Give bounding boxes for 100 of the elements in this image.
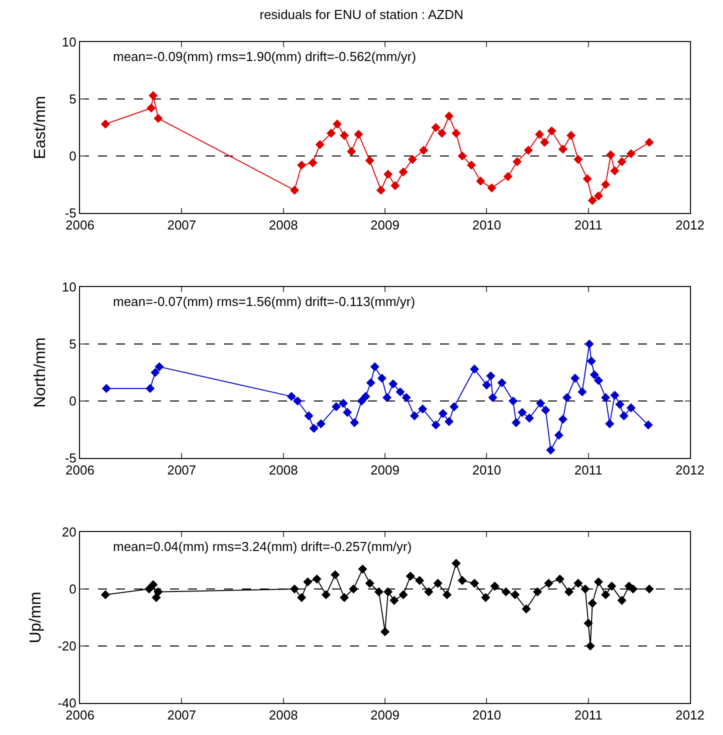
point — [644, 584, 654, 594]
annotation: mean=-0.09(mm) rms=1.90(mm) drift=-0.562(mm/yr) — [113, 49, 416, 64]
point — [522, 604, 531, 614]
point — [366, 378, 376, 388]
x-tick-label: 2009 — [370, 218, 400, 233]
point — [286, 392, 296, 401]
y-tick-label: 0 — [69, 582, 76, 597]
point — [536, 398, 546, 408]
point — [332, 120, 342, 129]
point — [574, 154, 583, 164]
y-tick-label: 10 — [62, 34, 76, 50]
y-tick-label: 0 — [69, 394, 76, 409]
point — [512, 157, 522, 166]
x-tick-label: 2011 — [574, 708, 602, 723]
point — [601, 393, 610, 402]
point — [554, 430, 564, 440]
y-tick-label: 0 — [69, 148, 76, 164]
x-tick-label: 2007 — [167, 218, 196, 233]
point — [590, 370, 599, 380]
point — [408, 154, 417, 164]
point — [644, 138, 654, 147]
point — [486, 371, 496, 380]
point — [610, 390, 620, 400]
point — [102, 384, 111, 394]
point — [532, 587, 542, 596]
y-tick-label: 5 — [69, 92, 76, 107]
point — [431, 420, 440, 430]
point — [390, 596, 399, 605]
point — [481, 593, 490, 602]
point — [578, 387, 587, 396]
point — [402, 393, 411, 402]
point — [154, 114, 163, 123]
point — [617, 596, 626, 605]
point — [644, 420, 653, 430]
point — [570, 374, 580, 383]
point — [544, 578, 554, 588]
point — [487, 183, 496, 192]
annotation: mean=-0.07(mm) rms=1.56(mm) drift=-0.113(mm/yr) — [113, 294, 416, 309]
point — [594, 376, 604, 386]
point — [346, 146, 356, 156]
point — [348, 584, 358, 594]
point — [470, 364, 480, 374]
point — [594, 191, 604, 200]
x-tick-label: 2011 — [574, 218, 602, 233]
point — [437, 128, 446, 138]
point — [588, 598, 597, 608]
point — [482, 380, 492, 390]
point — [418, 404, 428, 414]
point — [330, 570, 340, 580]
point — [308, 158, 318, 168]
point — [606, 150, 616, 160]
x-tick-label: 2012 — [676, 462, 704, 478]
point — [508, 396, 518, 406]
point — [584, 339, 594, 349]
point — [380, 627, 390, 636]
point — [586, 356, 596, 366]
point — [303, 577, 312, 586]
point — [154, 587, 163, 596]
point — [148, 91, 158, 100]
x-tick-label: 2007 — [167, 462, 196, 478]
point — [150, 368, 160, 378]
point — [342, 408, 352, 417]
point — [601, 180, 610, 190]
point — [601, 590, 610, 600]
point — [312, 574, 322, 584]
point — [510, 590, 520, 600]
point — [332, 402, 341, 412]
point — [466, 160, 476, 170]
point — [326, 128, 336, 138]
point — [562, 393, 572, 402]
point — [388, 379, 398, 388]
point — [615, 400, 624, 409]
point — [290, 584, 300, 594]
point — [357, 396, 366, 406]
point — [382, 393, 392, 402]
point — [564, 587, 574, 596]
point — [384, 170, 393, 179]
point — [419, 146, 428, 155]
point — [476, 176, 486, 186]
point — [490, 582, 500, 591]
y-axis-title: East/mm — [32, 96, 49, 160]
point — [304, 411, 314, 420]
point — [354, 130, 364, 139]
point — [361, 392, 370, 401]
point — [406, 572, 415, 581]
x-tick-label: 2012 — [676, 218, 704, 233]
point — [574, 578, 583, 588]
point — [626, 149, 636, 158]
point — [315, 140, 324, 150]
point — [524, 146, 533, 155]
point — [458, 576, 467, 585]
x-tick-label: 2010 — [472, 462, 502, 478]
point — [146, 104, 156, 113]
point — [501, 587, 511, 596]
point — [458, 151, 467, 161]
annotation: mean=0.04(mm) rms=3.24(mm) drift=-0.257(mm/yr) — [113, 539, 412, 554]
point — [396, 387, 405, 396]
point — [384, 587, 393, 596]
point — [580, 584, 590, 594]
y-tick-label: 10 — [62, 280, 76, 295]
